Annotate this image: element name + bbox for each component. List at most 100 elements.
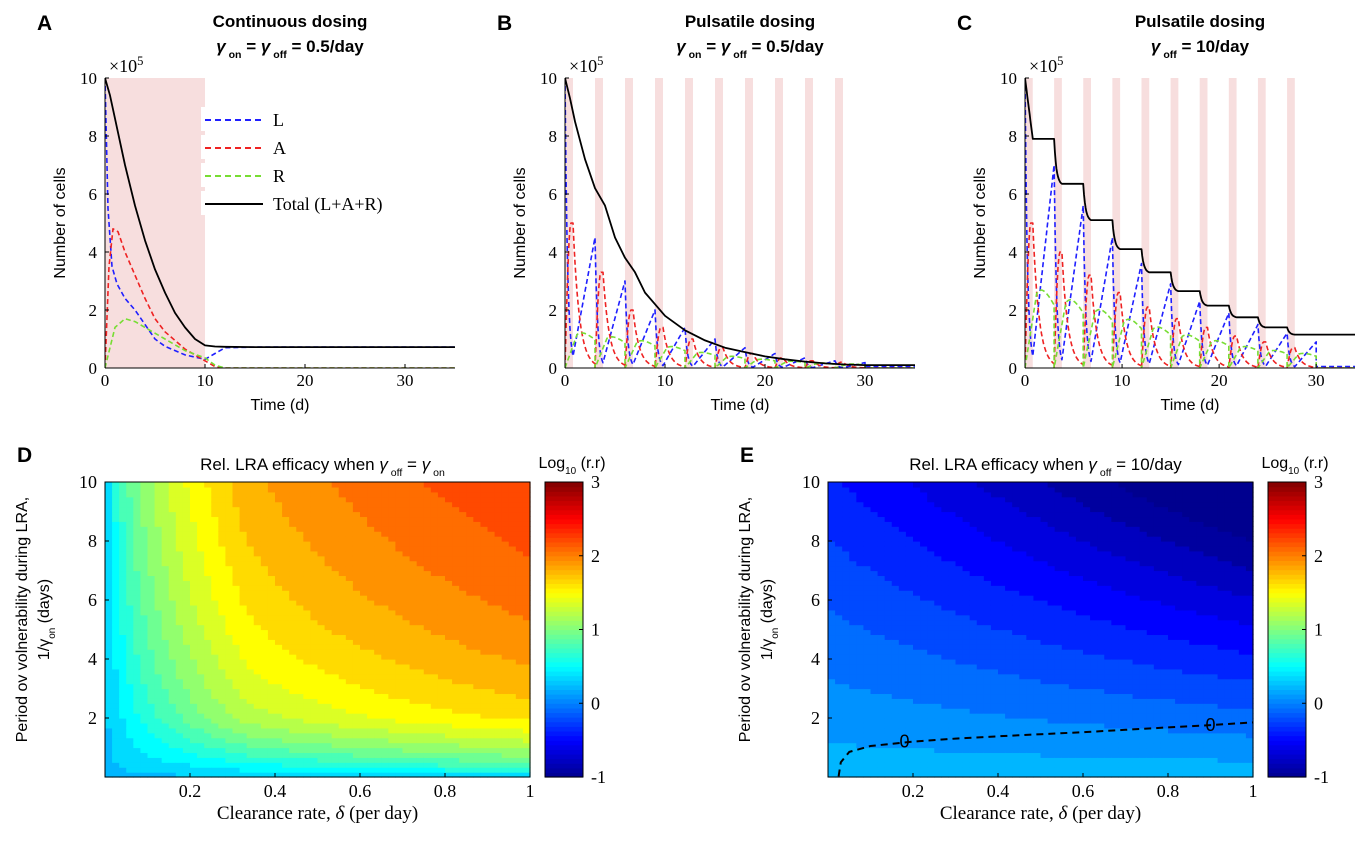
heatmap-cell [282, 624, 290, 631]
heatmap-cell [870, 688, 879, 695]
heatmap-cell [898, 727, 907, 734]
heatmap-cell [105, 595, 113, 601]
heatmap-cell [835, 649, 843, 655]
heatmap-cell [466, 688, 474, 695]
heatmap-cell [430, 767, 439, 773]
legend-bg [201, 107, 426, 131]
heatmap-cell [303, 654, 312, 660]
heatmap-cell [835, 496, 843, 503]
heatmap-cell [430, 713, 439, 719]
heatmap-cell [147, 580, 156, 586]
heatmap-cell [225, 511, 234, 518]
dosing-window [105, 78, 205, 368]
heatmap-cell [905, 496, 914, 503]
heatmap-cell [430, 609, 439, 616]
heatmap-cell [920, 772, 928, 778]
heatmap-cell [374, 516, 382, 522]
heatmap-cell [920, 526, 928, 532]
heatmap-cell [360, 737, 368, 744]
heatmap-cell [105, 550, 113, 557]
heatmap-cell [154, 722, 163, 729]
heatmap-cell [105, 767, 113, 773]
heatmap-cell [275, 708, 283, 714]
series-l-line [105, 78, 455, 361]
heatmap-cell [338, 634, 347, 640]
heatmap-cell [267, 511, 276, 518]
heatmap-cell [211, 654, 219, 660]
heatmap-cell [182, 600, 191, 606]
heatmap-cell [437, 590, 446, 596]
heatmap-cell [126, 747, 134, 754]
heatmap-cell [870, 575, 879, 581]
heatmap-cell [487, 555, 496, 562]
heatmap-cell [133, 634, 142, 640]
heatmap-cell [870, 663, 879, 670]
heatmap-cell [381, 600, 389, 606]
heatmap-cell [522, 668, 531, 675]
heatmap-cell [140, 654, 149, 660]
heatmap-cell [884, 727, 893, 734]
heatmap-cell [955, 545, 964, 552]
heatmap-cell [898, 482, 907, 488]
heatmap-cell [452, 673, 460, 680]
heatmap-cell [317, 575, 326, 581]
heatmap-cell [437, 693, 446, 699]
heatmap-cell [842, 575, 850, 581]
heatmap-cell [863, 506, 872, 513]
heatmap-cell [948, 639, 957, 645]
heatmap-cell [360, 604, 368, 611]
heatmap-cell [253, 555, 262, 562]
heatmap-cell [501, 575, 510, 581]
x-tick-label: 20 [757, 371, 774, 390]
heatmap-cell [275, 772, 283, 778]
heatmap-cell [218, 693, 227, 699]
heatmap-cell [494, 619, 503, 626]
heatmap-cell [253, 757, 262, 763]
heatmap-cell [884, 609, 893, 616]
heatmap-cell [941, 550, 950, 557]
heatmap-cell [409, 585, 418, 591]
heatmap-cell [338, 762, 347, 768]
heatmap-cell [126, 511, 134, 518]
heatmap-cell [913, 757, 921, 763]
heatmap-cell [955, 688, 964, 695]
heatmap-cell [835, 644, 843, 650]
colorbar-segment [545, 615, 583, 621]
heatmap-cell [501, 595, 510, 601]
heatmap-cell [416, 673, 425, 680]
heatmap-cell [409, 496, 418, 503]
heatmap-cell [402, 649, 411, 655]
heatmap-cell [324, 614, 333, 621]
heatmap-cell [828, 486, 836, 493]
heatmap-cell [934, 698, 942, 704]
heatmap-cell [905, 541, 914, 547]
heatmap-cell [934, 575, 942, 581]
heatmap-cell [388, 649, 397, 655]
heatmap-cell [374, 752, 382, 758]
heatmap-cell [863, 649, 872, 655]
heatmap-cell [494, 575, 503, 581]
heatmap-cell [282, 752, 290, 758]
heatmap-cell [324, 482, 333, 488]
heatmap-cell [190, 516, 198, 522]
heatmap-cell [296, 762, 304, 768]
heatmap-cell [494, 550, 503, 557]
heatmap-cell [239, 491, 248, 498]
heatmap-cell [267, 491, 276, 498]
heatmap-cell [863, 673, 872, 680]
heatmap-cell [211, 541, 219, 547]
heatmap-cell [352, 541, 361, 547]
heatmap-cell [182, 609, 191, 616]
colorbar-segment [545, 624, 583, 631]
heatmap-cell [374, 639, 382, 645]
heatmap-cell [927, 757, 935, 763]
heatmap-cell [324, 575, 333, 581]
heatmap-cell [161, 742, 170, 749]
heatmap-cell [955, 654, 964, 660]
heatmap-cell [459, 663, 467, 670]
heatmap-cell [522, 629, 531, 636]
heatmap-cell [168, 772, 177, 778]
heatmap-cell [374, 624, 382, 631]
heatmap-cell [232, 600, 241, 606]
heatmap-cell [934, 536, 942, 542]
